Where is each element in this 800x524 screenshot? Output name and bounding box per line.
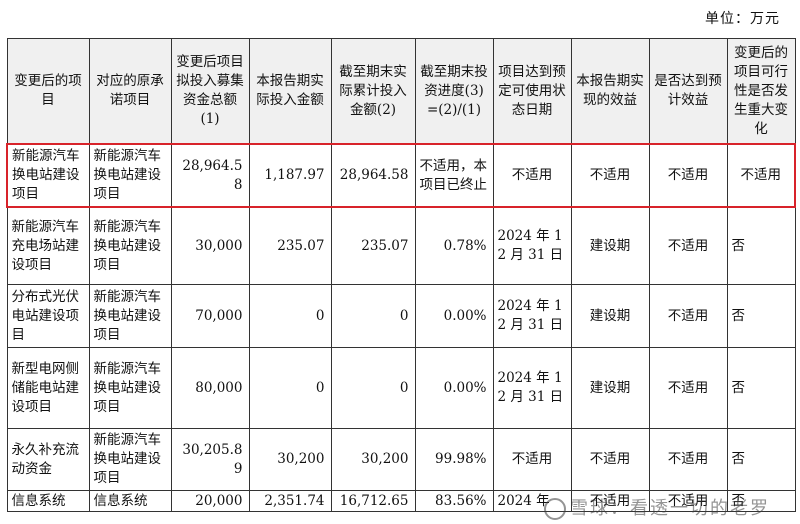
period-amount-cell: 30,200 (248, 428, 332, 491)
header-cell: 变更后的项目 (6, 38, 90, 145)
header-cell: 本报告期实现的效益 (570, 38, 650, 145)
meets-cell: 不适用 (648, 206, 728, 285)
benefit-cell: 不适用 (570, 143, 650, 208)
progress-cell: 0.00% (414, 347, 494, 429)
planned-amount-cell: 20,000 (170, 490, 250, 512)
fund-usage-table: 变更后的项目 对应的原承诺项目 变更后项目拟投入募集资金总额(1) 本报告期实际… (6, 38, 796, 512)
change-cell: 否 (726, 284, 796, 348)
meets-cell: 不适用 (648, 347, 728, 429)
cumulative-amount-cell: 30,200 (330, 428, 416, 491)
table-row: 信息系统 信息系统 20,000 2,351.74 16,712.65 83.5… (6, 490, 796, 512)
date-cell: 不适用 (492, 143, 572, 208)
cumulative-amount-cell: 0 (330, 347, 416, 429)
planned-amount-cell: 30,205.89 (170, 428, 250, 491)
header-cell: 对应的原承诺项目 (88, 38, 172, 145)
cumulative-amount-cell: 235.07 (330, 206, 416, 285)
header-cell: 变更后项目拟投入募集资金总额(1) (170, 38, 250, 145)
table-row-highlighted: 新能源汽车换电站建设项目 新能源汽车换电站建设项目 28,964.58 1,18… (6, 143, 796, 208)
benefit-cell: 建设期 (570, 284, 650, 348)
planned-amount-cell: 80,000 (170, 347, 250, 429)
project-cell: 新型电网侧储能电站建设项目 (6, 347, 90, 429)
header-cell: 截至期末实际累计投入金额(2) (330, 38, 416, 145)
project-cell: 新能源汽车充电场站建设项目 (6, 206, 90, 285)
meets-cell: 不适用 (648, 284, 728, 348)
change-cell: 否 (726, 347, 796, 429)
table-row: 新型电网侧储能电站建设项目 新能源汽车换电站建设项目 80,000 0 0 0.… (6, 347, 796, 429)
table-row: 新能源汽车充电场站建设项目 新能源汽车换电站建设项目 30,000 235.07… (6, 206, 796, 285)
original-project-cell: 新能源汽车换电站建设项目 (88, 428, 172, 491)
period-amount-cell: 2,351.74 (248, 490, 332, 512)
meets-cell: 不适用 (648, 143, 728, 208)
project-cell: 分布式光伏电站建设项目 (6, 284, 90, 348)
project-cell: 信息系统 (6, 490, 90, 512)
project-cell: 新能源汽车换电站建设项目 (6, 143, 90, 208)
watermark: 雪球：看透一切的老罗 (544, 494, 770, 520)
header-cell: 变更后的项目可行性是否发生重大变化 (726, 38, 796, 145)
change-cell: 不适用 (726, 143, 796, 208)
header-cell: 项目达到预定可使用状态日期 (492, 38, 572, 145)
period-amount-cell: 0 (248, 347, 332, 429)
table-row: 永久补充流动资金 新能源汽车换电站建设项目 30,205.89 30,200 3… (6, 428, 796, 491)
date-cell: 2024 年 12 月 31 日 (492, 206, 572, 285)
date-cell: 2024 年 12 月 31 日 (492, 347, 572, 429)
change-cell: 否 (726, 490, 796, 512)
header-cell: 本报告期实际投入金额 (248, 38, 332, 145)
original-project-cell: 新能源汽车换电站建设项目 (88, 206, 172, 285)
progress-cell: 99.98% (414, 428, 494, 491)
benefit-cell: 不适用 (570, 428, 650, 491)
snowball-logo-icon (544, 498, 566, 520)
header-cell: 是否达到预计效益 (648, 38, 728, 145)
progress-cell: 0.78% (414, 206, 494, 285)
progress-cell: 不适用，本项目已终止 (414, 143, 494, 208)
period-amount-cell: 235.07 (248, 206, 332, 285)
header-row: 变更后的项目 对应的原承诺项目 变更后项目拟投入募集资金总额(1) 本报告期实际… (6, 38, 796, 145)
period-amount-cell: 0 (248, 284, 332, 348)
original-project-cell: 新能源汽车换电站建设项目 (88, 143, 172, 208)
benefit-cell: 建设期 (570, 206, 650, 285)
progress-cell: 0.00% (414, 284, 494, 348)
watermark-text: 雪球：看透一切的老罗 (570, 498, 770, 519)
original-project-cell: 新能源汽车换电站建设项目 (88, 347, 172, 429)
unit-label: 单位：万元 (705, 11, 780, 27)
planned-amount-cell: 70,000 (170, 284, 250, 348)
planned-amount-cell: 30,000 (170, 206, 250, 285)
benefit-cell: 建设期 (570, 347, 650, 429)
period-amount-cell: 1,187.97 (248, 143, 332, 208)
original-project-cell: 新能源汽车换电站建设项目 (88, 284, 172, 348)
original-project-cell: 信息系统 (88, 490, 172, 512)
header-cell: 截至期末投资进度(3)=(2)/(1) (414, 38, 494, 145)
cumulative-amount-cell: 28,964.58 (330, 143, 416, 208)
benefit-cell: 不适用 (570, 490, 650, 512)
project-cell: 永久补充流动资金 (6, 428, 90, 491)
meets-cell: 不适用 (648, 428, 728, 491)
date-cell: 不适用 (492, 428, 572, 491)
change-cell: 否 (726, 206, 796, 285)
progress-cell: 83.56% (414, 490, 494, 512)
change-cell: 否 (726, 428, 796, 491)
date-cell: 2024 年 12 月 31 日 (492, 284, 572, 348)
table-row: 分布式光伏电站建设项目 新能源汽车换电站建设项目 70,000 0 0 0.00… (6, 284, 796, 348)
planned-amount-cell: 28,964.58 (170, 143, 250, 208)
cumulative-amount-cell: 16,712.65 (330, 490, 416, 512)
cumulative-amount-cell: 0 (330, 284, 416, 348)
